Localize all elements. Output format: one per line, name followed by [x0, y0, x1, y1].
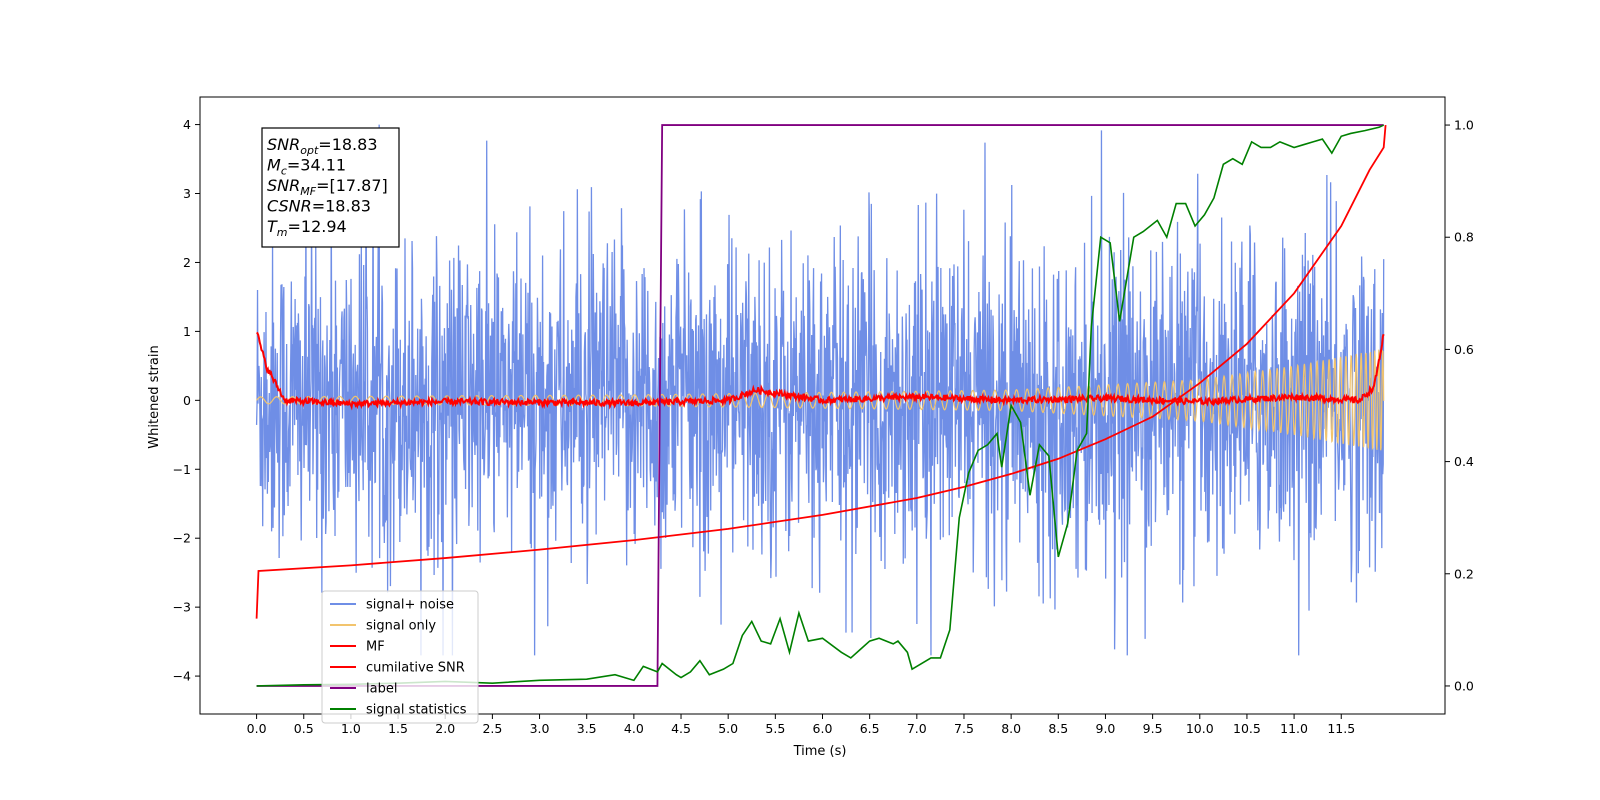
x-tick-label: 11.5 [1327, 721, 1355, 736]
series-mf-line [256, 331, 1385, 411]
legend-label: MF [366, 640, 385, 655]
y-tick-label: 0 [183, 393, 191, 408]
x-tick-label: 8.0 [1001, 721, 1021, 736]
x-tick-label: 4.0 [624, 721, 644, 736]
x-tick-label: 5.5 [765, 721, 785, 736]
y2-tick-label: 0.8 [1454, 230, 1474, 245]
annotation-line: SNRopt=18.83 [267, 135, 378, 157]
annotation-box: SNRopt=18.83Mc=34.11SNRMF=[17.87]CSNR=18… [261, 127, 400, 248]
y-tick-label: −2 [173, 531, 191, 546]
y-tick-label: −1 [173, 462, 191, 477]
y-tick-label: 3 [183, 186, 191, 201]
y-tick-label: −3 [173, 600, 191, 615]
series-signal-statistics-line [256, 124, 1385, 687]
y-tick-label: 1 [183, 324, 191, 339]
x-tick-label: 0.0 [247, 721, 267, 736]
x-tick-label: 1.0 [341, 721, 361, 736]
y-tick-label: −4 [173, 669, 191, 684]
x-tick-label: 5.0 [718, 721, 738, 736]
y-tick-label: 2 [183, 255, 191, 270]
annotation-line: CSNR=18.83 [267, 197, 371, 216]
y-axis-label: Whitened strain [147, 345, 162, 448]
x-tick-label: 6.0 [813, 721, 833, 736]
x-tick-label: 7.5 [954, 721, 974, 736]
x-tick-label: 11.0 [1280, 721, 1308, 736]
x-tick-label: 10.0 [1186, 721, 1214, 736]
legend-label: signal statistics [366, 703, 467, 718]
x-tick-label: 9.0 [1096, 721, 1116, 736]
legend-label: label [366, 682, 397, 697]
x-tick-label: 0.5 [294, 721, 314, 736]
x-tick-label: 4.5 [671, 721, 691, 736]
legend-label: signal+ noise [366, 598, 454, 613]
series-cumulative-snr-line [255, 124, 1387, 619]
legend-label: signal only [366, 619, 436, 634]
y2-tick-label: 0.0 [1454, 678, 1474, 693]
legend-frame [321, 590, 479, 724]
legend-label: cumilative SNR [366, 661, 465, 676]
annotation-frame [261, 127, 400, 248]
x-tick-label: 3.0 [530, 721, 550, 736]
y-tick-label: 4 [183, 117, 191, 132]
x-axis-label: Time (s) [793, 744, 847, 759]
annotation-line: SNRMF=[17.87] [267, 176, 388, 198]
ticks: 0.0 0.5 1.0 1.5 2.0 2.5 3.0 3.5 4.0 4.5 5.0 5.5 6.0 6… [173, 117, 1474, 736]
y2-tick-label: 0.4 [1454, 454, 1474, 469]
x-tick-label: 1.5 [388, 721, 408, 736]
annotation-line: Tm=12.94 [267, 217, 347, 239]
y2-tick-label: 0.6 [1454, 342, 1474, 357]
x-tick-label: 3.5 [577, 721, 597, 736]
x-tick-label: 9.5 [1143, 721, 1163, 736]
x-tick-label: 2.0 [435, 721, 455, 736]
legend: signal+ noise signal only MF cumilative SNR… [321, 590, 479, 724]
x-tick-label: 10.5 [1233, 721, 1261, 736]
x-tick-label: 7.0 [907, 721, 927, 736]
x-tick-label: 6.5 [860, 721, 880, 736]
y2-tick-label: 0.2 [1454, 566, 1474, 581]
annotation-line: Mc=34.11 [267, 156, 346, 178]
x-tick-label: 8.5 [1048, 721, 1068, 736]
y2-tick-label: 1.0 [1454, 118, 1474, 133]
x-tick-label: 2.5 [482, 721, 502, 736]
series-signal-noise-line [255, 124, 1385, 656]
